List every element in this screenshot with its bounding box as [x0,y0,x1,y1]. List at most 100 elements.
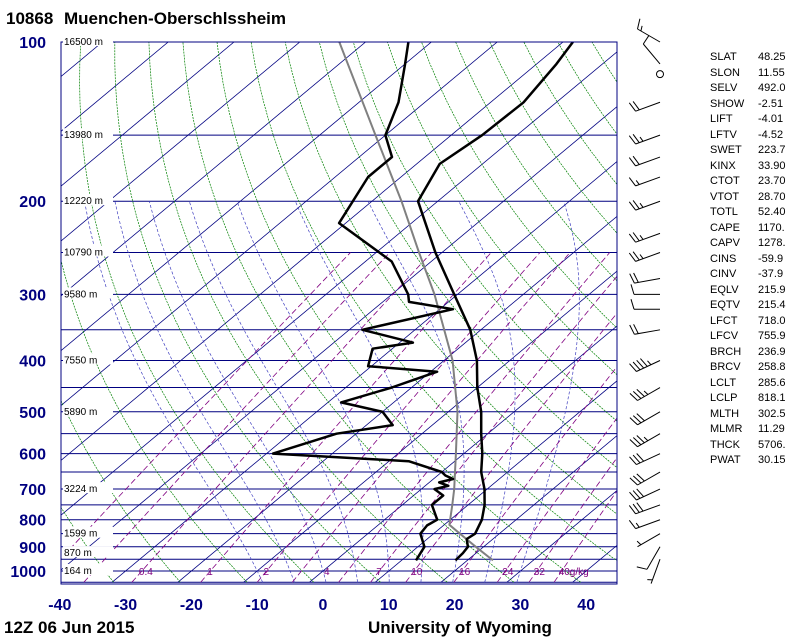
dry-adiabat-line [318,42,617,469]
index-value: 30.15 [758,454,786,466]
dry-adiabat-line [61,506,114,583]
height-label: 12220 m [64,196,103,207]
isotherm-line [61,42,432,352]
pressure-tick-label: 700 [19,482,46,499]
mixing-ratio-line [200,252,492,583]
barb-staff [635,101,661,112]
mixing-ratio-labels: 0.4 1 2 4 7 10 16 24 32 40g/kg [139,567,589,578]
wind-barb [628,519,661,530]
index-value: 52.40 [758,206,786,218]
index-value: -59.9 [758,252,784,265]
index-row: CINV -37.9 [706,267,796,283]
mixing-ratio-line [61,252,351,560]
wind-barbs [628,18,664,584]
temperature-tick-label: 10 [380,597,398,614]
barb-feather [628,505,636,515]
height-label: 5890 m [64,407,97,418]
barb-feather [636,473,645,482]
index-value: 11.29 [758,423,785,435]
barb-staff [635,252,661,262]
index-value: 492.0 [758,82,786,94]
wind-barb [629,387,661,401]
index-name: EQTV [710,299,740,311]
index-name: CINV [710,268,737,280]
mixing-ratio-line [370,275,617,583]
barb-feather [628,135,636,145]
mixing-ratio-line [528,457,617,583]
index-value: 215.9 [758,283,786,296]
barb-feather [636,359,645,369]
barb-feather [629,393,638,401]
temperature-tick-label: -30 [114,597,137,614]
wind-barb [636,533,661,548]
barb-half-feather [639,136,644,142]
barb-feather [642,35,650,45]
index-value: 755.9 [758,330,786,342]
index-row: EQTV 215.4 [706,298,796,314]
barb-staff [635,176,661,187]
barb-feather [632,232,640,242]
barb-feather [628,233,636,243]
index-row: VTOT 28.70 [706,190,796,206]
index-name: PWAT [710,454,741,466]
dry-adiabat-line [61,399,181,583]
barb-feather [633,272,639,283]
barb-staff [637,471,661,486]
wind-barb [629,433,661,448]
moist-adiabat-line [236,201,390,583]
barb-feather [629,456,637,465]
barb-feather [628,519,636,529]
wind-barb [629,488,661,501]
pressure-tick-label: 200 [19,194,46,211]
dry-adiabat-line [455,42,617,282]
temperature-trace [416,42,574,562]
isotherm-line [61,42,235,187]
moist-adiabat-line [294,201,424,583]
mixing-ratio-label: 32 [534,567,546,578]
height-label-bg [63,564,113,575]
index-value: 258.8 [758,361,786,373]
temperature-tick-label: 30 [512,597,530,614]
barb-staff [635,232,661,243]
height-label-bg [63,287,113,299]
barb-feather [630,299,635,310]
dry-adiabat-line [182,42,515,583]
index-row: SLAT 48.25 [706,50,796,66]
barb-half-feather [640,25,643,32]
index-row: LCLT 285.6 [706,376,796,392]
index-row: KINX 33.90 [706,159,796,175]
barb-staff [637,433,661,448]
height-label: 870 m [64,548,92,559]
index-name: LFCT [710,314,738,327]
index-name: SWET [710,144,742,156]
wind-barb [630,299,661,310]
index-row: CINS -59.9 [706,252,796,268]
index-row: LFCV 755.9 [706,329,796,345]
mixing-ratio-label: 1 [207,567,213,578]
barb-feather [636,566,648,570]
mixing-ratio-line [338,252,611,583]
index-name: MLMR [710,423,743,435]
height-label-bg [63,353,113,365]
mixing-ratio-line [453,366,617,583]
index-name: SLAT [710,51,737,63]
dry-adiabat-line [114,42,381,583]
wind-barb [628,200,661,211]
dry-adiabat-line [284,42,617,515]
barb-half-feather [643,390,649,395]
barb-staff [635,134,661,145]
calm-circle [656,70,664,79]
wind-barb [656,70,664,79]
dry-adiabat-line [216,42,581,583]
dry-adiabat-line [796,42,800,582]
wind-barb [628,155,661,167]
pressure-tick-label: 800 [19,513,46,530]
isotherm-line [0,42,37,582]
mixing-ratio-line [83,252,391,583]
index-row: LFTV -4.52 [706,128,796,144]
barb-feather [629,439,638,448]
thermodynamic-grid [0,42,800,583]
temperature-tick-label: -40 [48,597,71,614]
barb-feather [636,502,644,512]
dry-adiabat-line [148,42,448,583]
